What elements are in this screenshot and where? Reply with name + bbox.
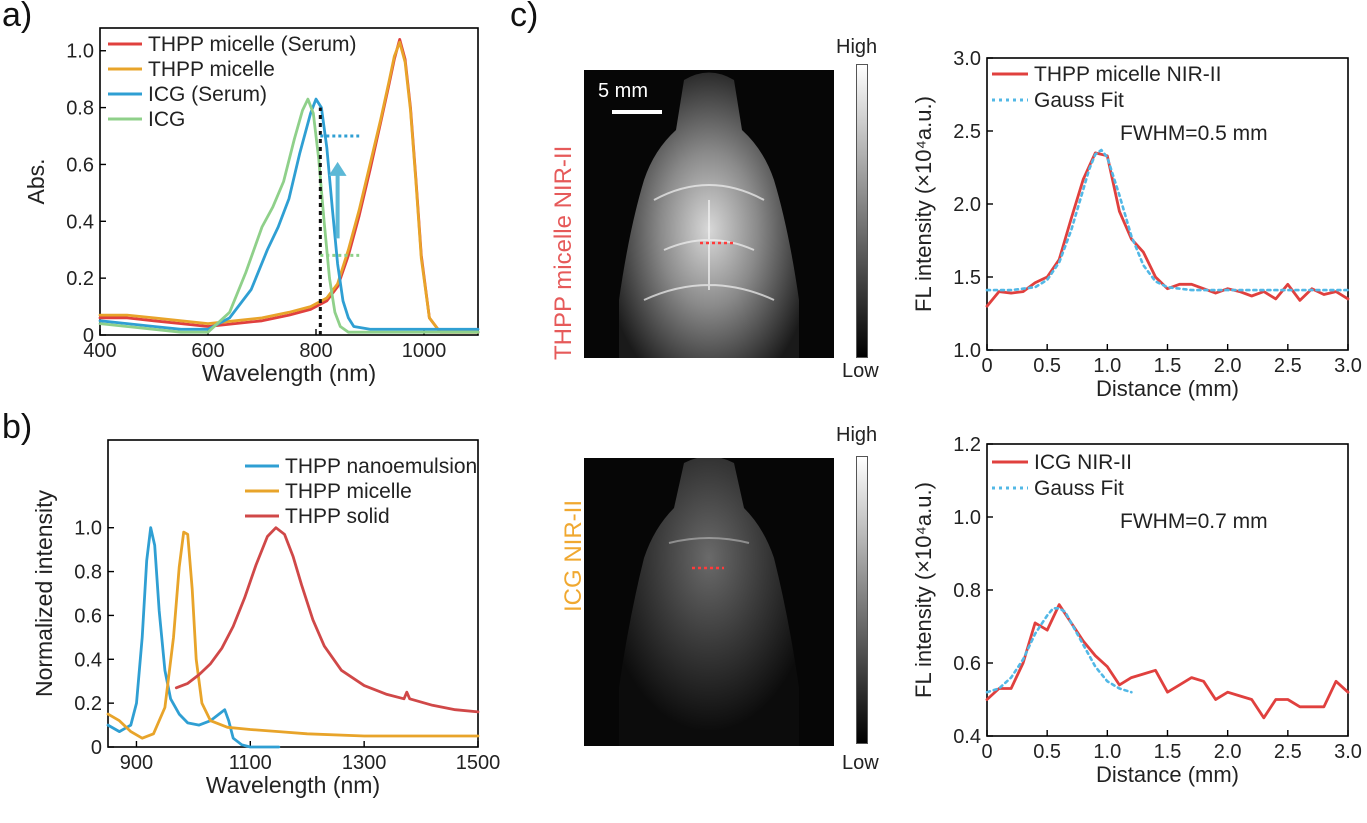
x-tick-label-a: 800 (299, 340, 332, 362)
colorbar-top (856, 64, 868, 358)
x-tick-label-a: 600 (191, 340, 224, 362)
enhancement-arrow-head (328, 161, 347, 176)
side-label-thpp: THPP micelle NIR-II (550, 145, 577, 360)
y-axis-label-c1: FL intensity (×10⁴a.u.) (911, 96, 936, 312)
series-line-c1-0 (985, 151, 1350, 308)
colorbar-bottom (856, 456, 868, 744)
y-tick-label-b: 0.6 (74, 605, 102, 627)
y-tick-label-c2: 1.0 (953, 507, 981, 529)
y-tick-label-c2: 1.2 (953, 434, 981, 456)
y-tick-label-a: 0 (83, 325, 94, 347)
legend-label-b-1: THPP micelle (285, 480, 412, 503)
y-tick-label-b: 0.4 (74, 649, 102, 671)
series-line-a-2 (98, 97, 480, 331)
series-line-b-0 (106, 526, 281, 749)
x-tick-label-b: 1500 (456, 752, 501, 774)
legend-label-b-2: THPP solid (285, 505, 390, 528)
x-tick-label-c2: 0.5 (1033, 741, 1061, 763)
x-tick-label-a: 400 (83, 340, 116, 362)
plot-frame-b (107, 439, 479, 748)
plot-frame-a (99, 27, 479, 336)
legend-label-a-3: ICG (148, 108, 185, 131)
series-line-a-1 (98, 40, 480, 334)
y-tick-label-c2: 0.6 (953, 653, 981, 675)
legend-label-a-0: THPP micelle (Serum) (148, 33, 356, 56)
legend-label-c1-0: THPP micelle NIR-II (1034, 63, 1221, 86)
mouse-image-thpp (619, 72, 799, 358)
panel-label-c: c) (510, 0, 539, 34)
panel-label-a: a) (2, 0, 33, 34)
x-tick-label-c2: 2.0 (1214, 741, 1242, 763)
annotation-c1: FWHM=0.5 mm (1120, 122, 1268, 145)
mouse-image-icg (619, 458, 799, 746)
colorbar-low-label-bottom: Low (842, 752, 879, 774)
legend-label-b-0: THPP nanoemulsion (285, 455, 477, 478)
y-axis-label-a: Abs. (23, 158, 49, 204)
legend-label-c2-1: Gauss Fit (1034, 477, 1124, 500)
legend-label-c1-1: Gauss Fit (1034, 89, 1124, 112)
nir-image-icg (584, 458, 834, 746)
annotation-c2: FWHM=0.7 mm (1120, 510, 1268, 533)
x-tick-label-c2: 1.0 (1093, 741, 1121, 763)
y-tick-label-b: 0.8 (74, 562, 102, 584)
x-axis-label-c2: Distance (mm) (1096, 762, 1239, 787)
x-tick-label-c1: 2.5 (1274, 355, 1302, 377)
y-tick-label-b: 1.0 (74, 518, 102, 540)
y-tick-label-b: 0.2 (74, 693, 102, 715)
x-tick-label-c2: 1.5 (1154, 741, 1182, 763)
series-line-b-1 (106, 530, 480, 740)
series-line-b-2 (174, 526, 480, 714)
y-tick-label-c1: 1.5 (953, 267, 981, 289)
scale-bar (612, 110, 662, 114)
x-tick-label-c2: 2.5 (1274, 741, 1302, 763)
x-axis-label-c1: Distance (mm) (1096, 376, 1239, 401)
x-tick-label-b: 900 (120, 752, 153, 774)
y-axis-label-c2: FL intensity (×10⁴a.u.) (911, 482, 936, 698)
series-line-c1-1 (985, 148, 1350, 292)
colorbar-high-label-bottom: High (836, 424, 878, 446)
colorbar-low-label-top: Low (842, 360, 879, 382)
y-tick-label-c1: 1.0 (953, 340, 981, 362)
colorbar-high-label-top: High (836, 36, 878, 58)
y-tick-label-a: 0.6 (66, 154, 94, 176)
x-tick-label-c1: 2.0 (1214, 355, 1242, 377)
y-tick-label-c1: 3.0 (953, 48, 981, 70)
series-line-a-3 (98, 97, 480, 334)
nir-image-thpp (584, 70, 834, 358)
x-axis-label-a: Wavelength (nm) (202, 360, 376, 386)
y-tick-label-a: 0.8 (66, 98, 94, 120)
x-tick-label-b: 1100 (229, 752, 272, 774)
x-tick-label-c1: 0 (981, 355, 992, 377)
series-line-c2-0 (985, 603, 1350, 720)
x-tick-label-b: 1300 (342, 752, 387, 774)
panel-label-b: b) (2, 408, 33, 446)
x-tick-label-a: 1000 (402, 340, 447, 362)
y-tick-label-c2: 0.8 (953, 580, 981, 602)
x-tick-label-c2: 0 (981, 741, 992, 763)
y-axis-label-b: Normalized intensity (31, 489, 57, 697)
x-tick-label-c1: 1.0 (1093, 355, 1121, 377)
y-tick-label-c1: 2.0 (953, 194, 981, 216)
x-axis-label-b: Wavelength (nm) (206, 772, 380, 798)
y-tick-label-b: 0 (91, 737, 102, 759)
y-tick-label-a: 0.2 (66, 268, 94, 290)
legend-label-c2-0: ICG NIR-II (1034, 451, 1132, 474)
y-tick-label-a: 1.0 (66, 41, 94, 63)
legend-label-a-1: THPP micelle (148, 58, 275, 81)
y-tick-label-c2: 0.4 (953, 726, 981, 748)
y-tick-label-a: 0.4 (66, 211, 94, 233)
legend-label-a-2: ICG (Serum) (148, 83, 267, 106)
y-tick-label-c1: 2.5 (953, 121, 981, 143)
x-tick-label-c1: 3.0 (1334, 355, 1362, 377)
series-line-c2-1 (985, 607, 1133, 694)
x-tick-label-c1: 0.5 (1033, 355, 1061, 377)
x-tick-label-c2: 3.0 (1334, 741, 1362, 763)
scale-bar-label: 5 mm (598, 80, 648, 102)
x-tick-label-c1: 1.5 (1154, 355, 1182, 377)
